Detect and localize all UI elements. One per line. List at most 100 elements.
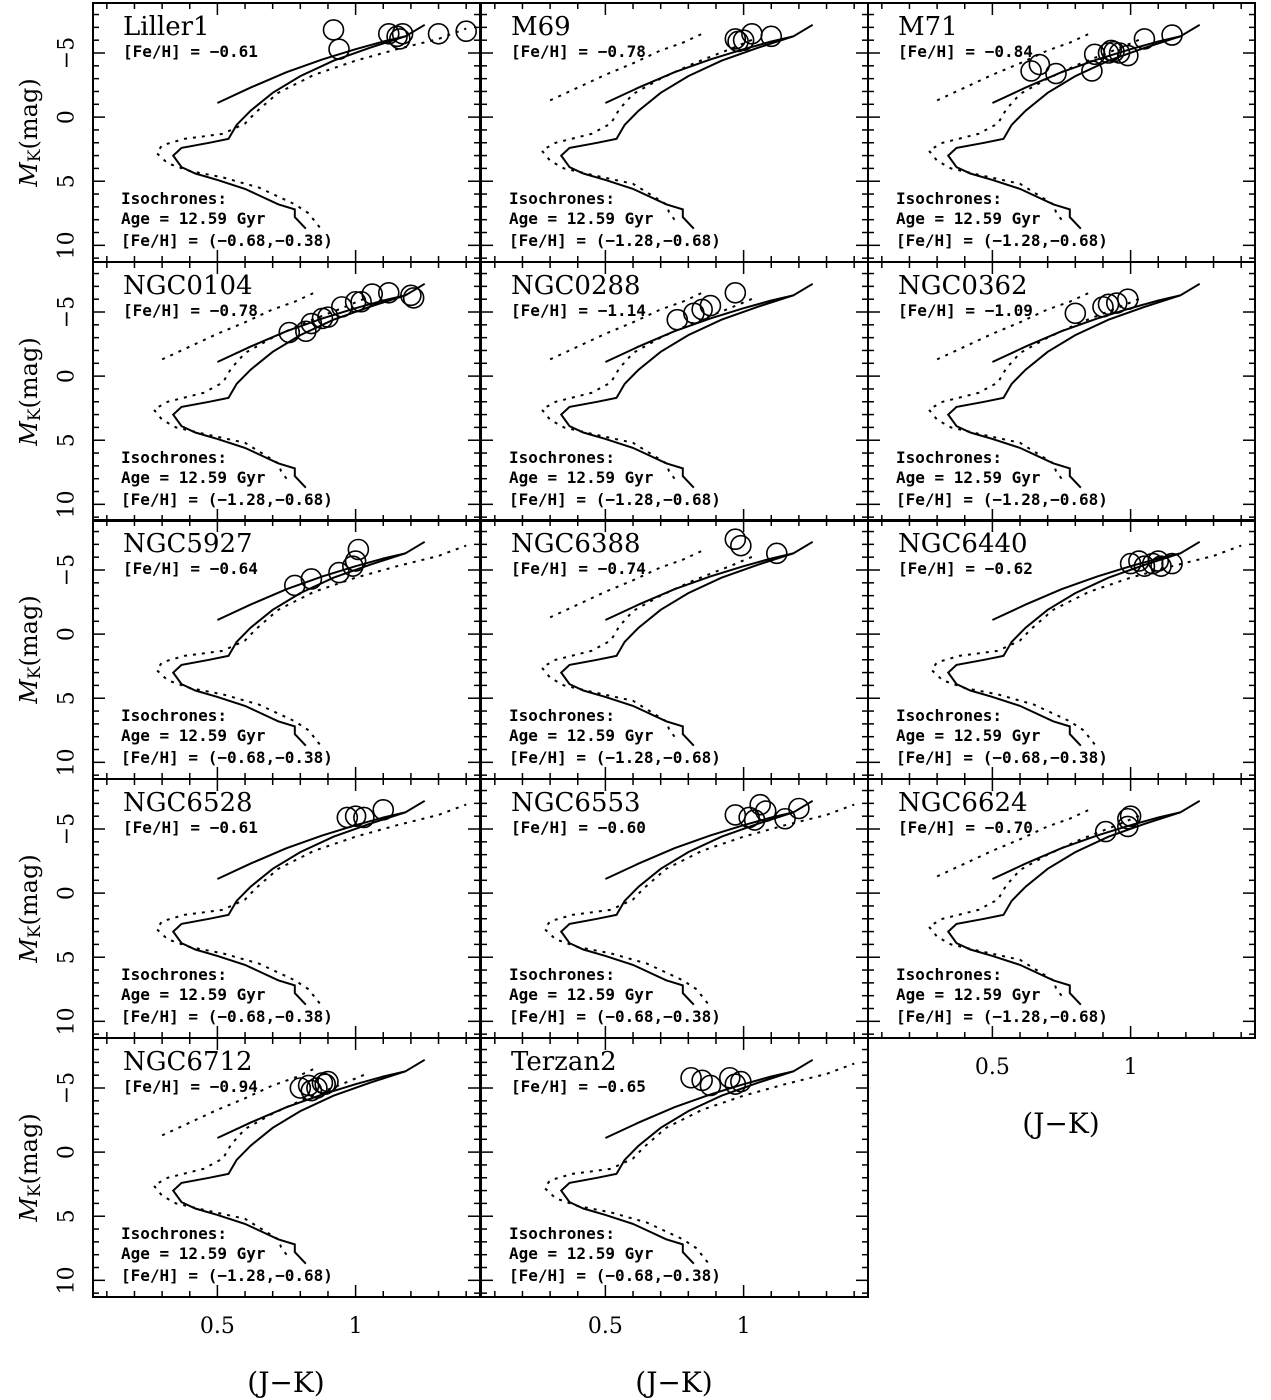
isochrone-metallicity-range: [Fe/H] = (−1.28,−0.68) [509, 490, 721, 509]
y-axis-label: MK(mag) [15, 78, 45, 187]
isochrone-metallicity-range: [Fe/H] = (−0.68,−0.38) [509, 1007, 721, 1026]
panel-plot-area [927, 799, 1201, 1006]
isochrone-metal-poor-dotted [540, 36, 758, 221]
star-point [724, 281, 747, 304]
isochrone-label: Isochrones: [121, 706, 227, 725]
cluster-metallicity: [Fe/H] = −1.14 [511, 301, 646, 320]
cluster-metallicity: [Fe/H] = −0.84 [898, 42, 1033, 61]
panel-plot-area [155, 798, 467, 1006]
star-point [724, 804, 747, 826]
panel-ngc0362: NGC0362[Fe/H] = −1.09 Isochrones:Age = 12… [867, 261, 1256, 522]
isochrone-metallicity-range: [Fe/H] = (−0.68,−0.38) [121, 231, 333, 250]
panel-plot-area [927, 282, 1201, 489]
isochrone-label: Isochrones: [121, 189, 227, 208]
cluster-name: NGC6624 [898, 788, 1028, 818]
isochrone-branch-dotted [161, 1067, 315, 1137]
cluster-name: NGC6553 [511, 788, 641, 818]
star-point [1133, 555, 1156, 577]
star-point [1161, 552, 1183, 575]
isochrone-label: Isochrones: [509, 189, 615, 208]
isochrone-metal-poor-dotted [152, 1071, 370, 1256]
star-point [699, 1074, 722, 1097]
star-point [1133, 28, 1156, 50]
cluster-name: NGC6712 [123, 1047, 253, 1077]
x-tick-label: 1 [1124, 1055, 1138, 1080]
isochrone-age: Age = 12.59 Gyr [509, 1244, 654, 1263]
star-point [328, 561, 350, 584]
star-point [730, 1070, 752, 1093]
isochrone-branch-solid [604, 294, 794, 363]
star-point [760, 25, 783, 48]
isochrone-label: Isochrones: [121, 448, 227, 467]
x-tick-label: 0.5 [200, 1314, 235, 1339]
isochrone-branch-dotted [936, 32, 1090, 102]
isochrone-metal-rich-dashed [930, 544, 1242, 746]
panel-plot-area [540, 281, 814, 489]
star-point [1028, 53, 1051, 76]
panel-plot-area [930, 540, 1242, 747]
x-tick-label: 1 [349, 1314, 363, 1339]
star-point [330, 296, 353, 318]
y-tick-label: 10 [55, 490, 80, 518]
y-axis-label: MK(mag) [15, 1113, 45, 1222]
cluster-name: NGC6388 [511, 529, 641, 559]
isochrone-age: Age = 12.59 Gyr [509, 209, 654, 228]
cluster-name: M69 [511, 12, 571, 42]
star-point [377, 281, 400, 304]
isochrone-metallicity-range: [Fe/H] = (−0.68,−0.38) [121, 1007, 333, 1026]
y-tick-label: 5 [55, 174, 80, 188]
star-point [278, 321, 301, 344]
star-point [1081, 60, 1103, 82]
isochrone-metal-rich-solid [559, 282, 814, 489]
isochrone-branch-solid [216, 811, 406, 880]
y-tick-label: −5 [55, 1072, 80, 1104]
star-point [699, 294, 722, 317]
star-point [353, 806, 375, 829]
star-point [1108, 42, 1131, 64]
cluster-name: Terzan2 [511, 1047, 617, 1077]
star-point [1105, 292, 1128, 314]
isochrone-age: Age = 12.59 Gyr [121, 1244, 266, 1263]
isochrone-metal-poor-solid [171, 799, 426, 1006]
panel-plot-area [152, 281, 426, 489]
star-point [328, 38, 350, 60]
star-point [1020, 60, 1042, 82]
cluster-name: NGC5927 [123, 529, 253, 559]
x-tick-label: 1 [737, 1314, 751, 1339]
cluster-metallicity: [Fe/H] = −0.70 [898, 818, 1033, 837]
panel-plot-area [927, 23, 1201, 230]
panel-plot-area [540, 22, 814, 230]
star-point [347, 538, 370, 561]
star-point [300, 568, 323, 590]
star-point [283, 574, 306, 597]
star-point [732, 29, 755, 51]
cluster-metallicity: [Fe/H] = −0.78 [511, 42, 646, 61]
isochrone-metal-rich-solid [559, 540, 814, 747]
cluster-name: M71 [898, 12, 958, 42]
cluster-name: Liller1 [123, 12, 210, 42]
isochrone-metal-poor-solid [559, 799, 814, 1006]
isochrone-metal-poor-dotted [540, 295, 758, 480]
x-tick-label: 0.5 [588, 1314, 623, 1339]
panel-liller1: Liller1[Fe/H] = −0.61 Isochrones:Age = 12… [15, 2, 481, 263]
y-tick-label: 5 [55, 691, 80, 705]
isochrone-branch-dotted [549, 32, 703, 102]
isochrone-metallicity-range: [Fe/H] = (−0.68,−0.38) [896, 748, 1108, 767]
star-point [724, 28, 747, 50]
star-point [455, 20, 477, 43]
panel-ngc6528: NGC6528[Fe/H] = −0.61 Isochrones:Age = 12… [15, 778, 481, 1039]
isochrone-metallicity-range: [Fe/H] = (−1.28,−0.68) [509, 231, 721, 250]
star-point [680, 1066, 702, 1089]
isochrone-branch-solid [991, 294, 1181, 363]
panel-ngc0104: NGC0104[Fe/H] = −0.78 Isochrones:Age = 12… [15, 261, 481, 522]
panel-plot-area [543, 793, 855, 1006]
star-point [691, 298, 713, 321]
isochrone-metal-rich-dashed [155, 544, 467, 746]
y-tick-label: −5 [55, 37, 80, 69]
isochrone-label: Isochrones: [509, 448, 615, 467]
star-point [1119, 805, 1142, 827]
isochrone-metallicity-range: [Fe/H] = (−1.28,−0.68) [896, 1007, 1108, 1026]
panel-ngc0288: NGC0288[Fe/H] = −1.14 Isochrones:Age = 12… [480, 261, 869, 522]
star-point [427, 22, 450, 45]
isochrone-age: Age = 12.59 Gyr [509, 985, 654, 1004]
